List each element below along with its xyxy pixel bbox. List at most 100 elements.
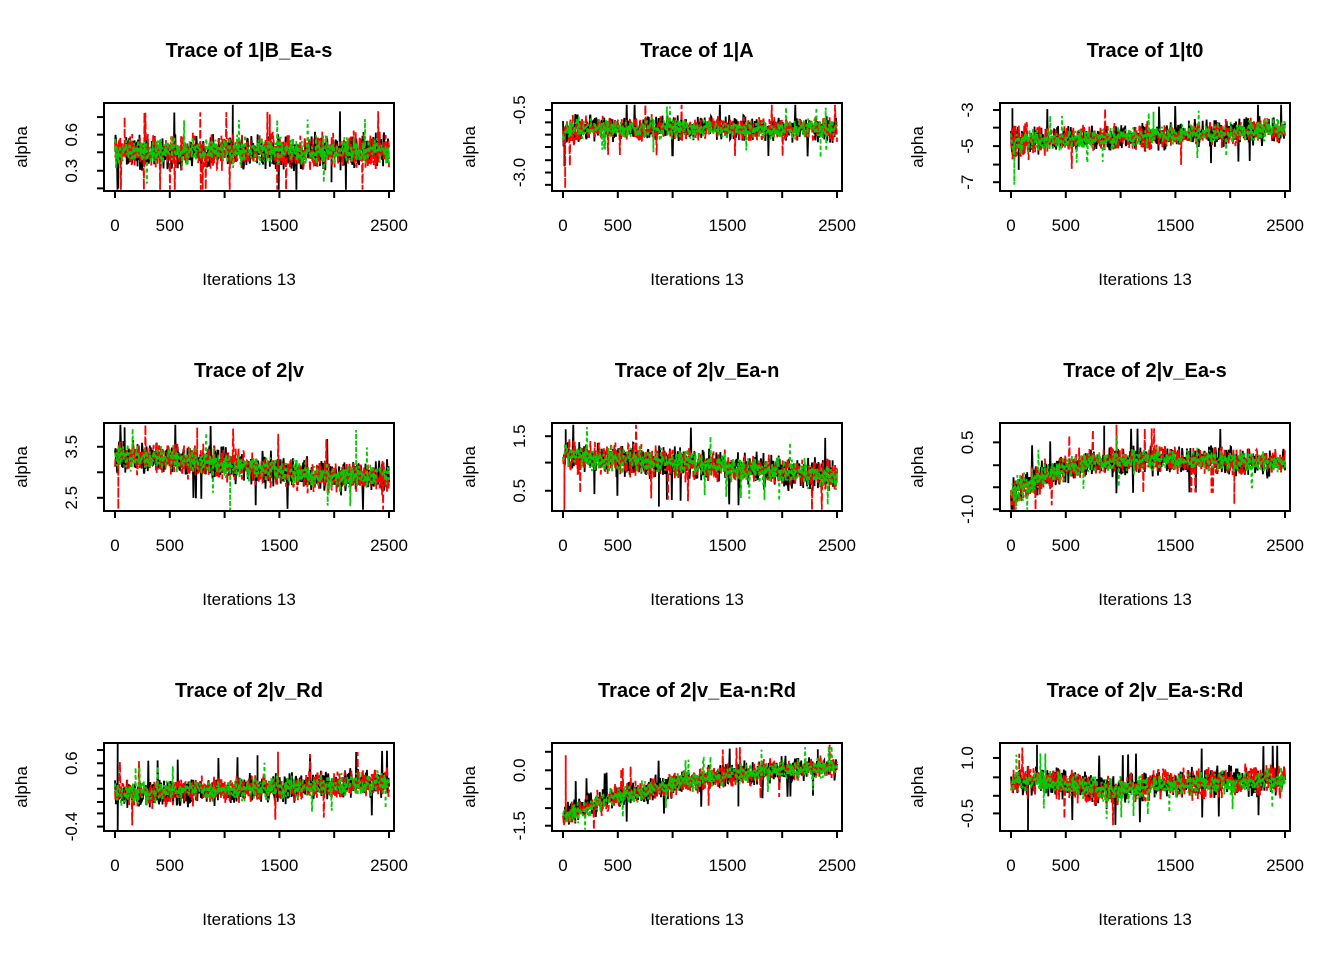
trace-panel-2: Trace of 1|A 0 500 1500 2500 -0.5 -3.0 alpha Ite… bbox=[460, 40, 856, 289]
trace-panel-9: Trace of 2|v_Ea-s:Rd 0 500 1500 2500 1.0 -0.5 a… bbox=[908, 680, 1304, 929]
y-axis-label: alpha bbox=[460, 766, 479, 808]
x-tick-label: 500 bbox=[604, 216, 632, 235]
x-tick-label: 500 bbox=[156, 856, 184, 875]
panel-title: Trace of 2|v_Ea-n bbox=[615, 360, 780, 382]
x-tick-label: 2500 bbox=[818, 216, 856, 235]
x-tick-label: 1500 bbox=[1156, 216, 1194, 235]
y-tick-label: 0.0 bbox=[510, 758, 529, 782]
x-tick-label: 0 bbox=[110, 856, 119, 875]
x-tick-label: 0 bbox=[558, 856, 567, 875]
x-tick-label: 0 bbox=[110, 536, 119, 555]
y-tick-label: 0.6 bbox=[62, 751, 81, 775]
y-axis-label: alpha bbox=[908, 446, 927, 488]
x-tick-label: 1500 bbox=[708, 856, 746, 875]
y-tick-label: -1.0 bbox=[958, 495, 977, 524]
panel-title: Trace of 1|A bbox=[640, 40, 753, 62]
x-tick-label: 2500 bbox=[370, 536, 408, 555]
trace-panel-7: Trace of 2|v_Rd 0 500 1500 2500 0.6 -0.4 alpha I… bbox=[12, 680, 408, 929]
trace-chain-3 bbox=[562, 746, 838, 830]
x-axis-label: Iterations 13 bbox=[650, 910, 744, 929]
x-tick-label: 500 bbox=[604, 856, 632, 875]
trace-chain-3 bbox=[1010, 110, 1286, 185]
y-axis-label: alpha bbox=[460, 446, 479, 488]
x-tick-label: 500 bbox=[1052, 856, 1080, 875]
y-tick-label: -0.5 bbox=[958, 799, 977, 828]
trace-panel-4: Trace of 2|v 0 500 1500 2500 3.5 2.5 alpha Itera… bbox=[12, 360, 408, 609]
y-tick-label: -5 bbox=[958, 139, 977, 154]
x-axis-label: Iterations 13 bbox=[202, 590, 296, 609]
y-axis-label: alpha bbox=[460, 126, 479, 168]
y-axis-label: alpha bbox=[12, 126, 31, 168]
y-axis-label: alpha bbox=[908, 766, 927, 808]
trace-chain-3 bbox=[562, 426, 838, 505]
y-tick-label: -1.5 bbox=[510, 811, 529, 840]
x-tick-label: 2500 bbox=[370, 856, 408, 875]
y-tick-label: 0.6 bbox=[62, 123, 81, 147]
y-tick-label: 2.5 bbox=[62, 486, 81, 510]
y-tick-label: 0.3 bbox=[62, 159, 81, 183]
x-axis-label: Iterations 13 bbox=[1098, 590, 1192, 609]
trace-chain-2 bbox=[1010, 747, 1286, 826]
x-axis-label: Iterations 13 bbox=[202, 910, 296, 929]
y-axis-label: alpha bbox=[908, 126, 927, 168]
plot-box bbox=[103, 102, 395, 192]
trace-panel-1: Trace of 1|B_Ea-s 0 500 1500 2500 0.6 0.3 alpha… bbox=[12, 40, 408, 289]
panel-title: Trace of 2|v_Ea-s:Rd bbox=[1047, 680, 1244, 702]
y-tick-label: -0.4 bbox=[62, 812, 81, 841]
x-tick-label: 0 bbox=[110, 216, 119, 235]
y-axis-label: alpha bbox=[12, 446, 31, 488]
x-axis-label: Iterations 13 bbox=[650, 590, 744, 609]
x-axis-label: Iterations 13 bbox=[1098, 910, 1192, 929]
panel-title: Trace of 2|v_Ea-n:Rd bbox=[598, 680, 796, 702]
plot-box bbox=[551, 102, 843, 192]
x-axis-label: Iterations 13 bbox=[1098, 270, 1192, 289]
x-tick-label: 1500 bbox=[708, 536, 746, 555]
plot-box bbox=[103, 742, 395, 832]
x-tick-label: 1500 bbox=[260, 536, 298, 555]
y-tick-label: 1.5 bbox=[510, 424, 529, 448]
plot-box bbox=[103, 422, 395, 512]
x-tick-label: 500 bbox=[604, 536, 632, 555]
x-tick-label: 2500 bbox=[370, 216, 408, 235]
y-tick-label: 3.5 bbox=[62, 435, 81, 459]
trace-chain-3 bbox=[114, 762, 390, 812]
x-tick-label: 1500 bbox=[1156, 856, 1194, 875]
y-axis-label: alpha bbox=[12, 766, 31, 808]
panel-title: Trace of 1|B_Ea-s bbox=[166, 40, 333, 62]
y-tick-label: -3.0 bbox=[510, 158, 529, 187]
x-tick-label: 0 bbox=[1006, 216, 1015, 235]
x-tick-label: 2500 bbox=[818, 536, 856, 555]
x-axis-label: Iterations 13 bbox=[202, 270, 296, 289]
x-axis-label: Iterations 13 bbox=[650, 270, 744, 289]
trace-chain-3 bbox=[114, 428, 390, 510]
x-tick-label: 0 bbox=[1006, 856, 1015, 875]
x-tick-label: 0 bbox=[1006, 536, 1015, 555]
x-tick-label: 1500 bbox=[260, 216, 298, 235]
x-tick-label: 0 bbox=[558, 536, 567, 555]
x-tick-label: 500 bbox=[1052, 536, 1080, 555]
trace-chain-3 bbox=[114, 119, 390, 184]
x-tick-label: 2500 bbox=[1266, 216, 1304, 235]
plot-box bbox=[551, 422, 843, 512]
trace-chain-3 bbox=[1010, 753, 1286, 819]
trace-panel-3: Trace of 1|t0 0 500 1500 2500 -3 -5 -7 alpha Iter… bbox=[908, 40, 1304, 289]
panel-title: Trace of 1|t0 bbox=[1087, 40, 1204, 62]
y-tick-label: -7 bbox=[958, 175, 977, 190]
trace-panel-5: Trace of 2|v_Ea-n 0 500 1500 2500 1.5 0.5 alpha… bbox=[460, 360, 856, 609]
trace-chain-3 bbox=[562, 106, 838, 158]
x-tick-label: 500 bbox=[1052, 216, 1080, 235]
plot-box bbox=[999, 742, 1291, 832]
x-tick-label: 0 bbox=[558, 216, 567, 235]
x-tick-label: 2500 bbox=[1266, 856, 1304, 875]
y-tick-label: -0.5 bbox=[510, 95, 529, 124]
y-tick-label: 0.5 bbox=[958, 431, 977, 455]
x-tick-label: 1500 bbox=[260, 856, 298, 875]
x-tick-label: 500 bbox=[156, 216, 184, 235]
panel-title: Trace of 2|v_Ea-s bbox=[1063, 360, 1226, 382]
plot-box bbox=[551, 742, 843, 832]
x-tick-label: 500 bbox=[156, 536, 184, 555]
x-tick-label: 1500 bbox=[1156, 536, 1194, 555]
trace-panel-6: Trace of 2|v_Ea-s 0 500 1500 2500 0.5 -1.0 alph… bbox=[908, 360, 1304, 609]
y-tick-label: -3 bbox=[958, 102, 977, 117]
